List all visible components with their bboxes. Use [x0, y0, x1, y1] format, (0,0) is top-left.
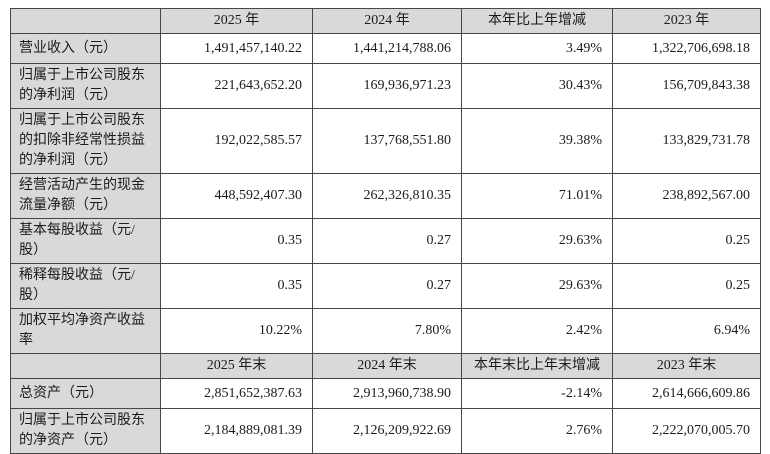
cell-value: 1,441,214,788.06	[312, 33, 462, 64]
cell-value: 156,709,843.38	[612, 63, 761, 109]
cell-value: 2.42%	[461, 308, 613, 354]
cell-value: 2,222,070,005.70	[612, 408, 761, 454]
cell-value: 39.38%	[461, 108, 613, 174]
cell-value: 169,936,971.23	[312, 63, 462, 109]
table-row-net-profit-excl-nonrecurring: 归属于上市公司股东的扣除非经常性损益的净利润（元） 192,022,585.57…	[10, 108, 761, 174]
corner-cell	[10, 8, 161, 34]
cell-value: 30.43%	[461, 63, 613, 109]
cell-value: 2,126,209,922.69	[312, 408, 462, 454]
header-year-end-change: 本年末比上年末增减	[461, 353, 613, 379]
cell-value: 448,592,407.30	[160, 173, 313, 219]
cell-value: 2,614,666,609.86	[612, 378, 761, 409]
table-row-basic-eps: 基本每股收益（元/股） 0.35 0.27 29.63% 0.25	[10, 218, 761, 264]
row-label: 稀释每股收益（元/股）	[10, 263, 161, 309]
cell-value: 133,829,731.78	[612, 108, 761, 174]
cell-value: 71.01%	[461, 173, 613, 219]
header-year-2025: 2025 年	[160, 8, 313, 34]
cell-value: 0.25	[612, 263, 761, 309]
cell-value: 238,892,567.00	[612, 173, 761, 219]
row-label: 总资产（元）	[10, 378, 161, 409]
cell-value: -2.14%	[461, 378, 613, 409]
cell-value: 262,326,810.35	[312, 173, 462, 219]
cell-value: 7.80%	[312, 308, 462, 354]
annual-header-row: 2025 年 2024 年 本年比上年增减 2023 年	[10, 8, 761, 34]
cell-value: 2,184,889,081.39	[160, 408, 313, 454]
cell-value: 221,643,652.20	[160, 63, 313, 109]
header-year-end-2025: 2025 年末	[160, 353, 313, 379]
header-year-2023: 2023 年	[612, 8, 761, 34]
row-label: 归属于上市公司股东的净利润（元）	[10, 63, 161, 109]
header-year-end-2023: 2023 年末	[612, 353, 761, 379]
table-row-weighted-avg-roe: 加权平均净资产收益率 10.22% 7.80% 2.42% 6.94%	[10, 308, 761, 354]
cell-value: 0.27	[312, 263, 462, 309]
cell-value: 1,491,457,140.22	[160, 33, 313, 64]
table-row-diluted-eps: 稀释每股收益（元/股） 0.35 0.27 29.63% 0.25	[10, 263, 761, 309]
cell-value: 6.94%	[612, 308, 761, 354]
cell-value: 2,913,960,738.90	[312, 378, 462, 409]
cell-value: 192,022,585.57	[160, 108, 313, 174]
row-label: 加权平均净资产收益率	[10, 308, 161, 354]
cell-value: 2,851,652,387.63	[160, 378, 313, 409]
table-row-net-profit: 归属于上市公司股东的净利润（元） 221,643,652.20 169,936,…	[10, 63, 761, 109]
cell-value: 1,322,706,698.18	[612, 33, 761, 64]
row-label: 基本每股收益（元/股）	[10, 218, 161, 264]
financial-summary-section: 2025 年 2024 年 本年比上年增减 2023 年 营业收入（元） 1,4…	[10, 8, 761, 454]
corner-cell	[10, 353, 161, 379]
cell-value: 137,768,551.80	[312, 108, 462, 174]
cell-value: 10.22%	[160, 308, 313, 354]
year-end-header-row: 2025 年末 2024 年末 本年末比上年末增减 2023 年末	[10, 353, 761, 379]
cell-value: 0.35	[160, 218, 313, 264]
cell-value: 0.25	[612, 218, 761, 264]
row-label: 营业收入（元）	[10, 33, 161, 64]
cell-value: 29.63%	[461, 218, 613, 264]
cell-value: 0.27	[312, 218, 462, 264]
cell-value: 29.63%	[461, 263, 613, 309]
row-label: 归属于上市公司股东的扣除非经常性损益的净利润（元）	[10, 108, 161, 174]
table-row-net-assets: 归属于上市公司股东的净资产（元） 2,184,889,081.39 2,126,…	[10, 408, 761, 454]
table-row-total-assets: 总资产（元） 2,851,652,387.63 2,913,960,738.90…	[10, 378, 761, 409]
row-label: 归属于上市公司股东的净资产（元）	[10, 408, 161, 454]
financial-summary-table: 2025 年 2024 年 本年比上年增减 2023 年 营业收入（元） 1,4…	[10, 8, 761, 454]
cell-value: 3.49%	[461, 33, 613, 64]
header-year-2024: 2024 年	[312, 8, 462, 34]
table-row-operating-cash-flow: 经营活动产生的现金流量净额（元） 448,592,407.30 262,326,…	[10, 173, 761, 219]
cell-value: 0.35	[160, 263, 313, 309]
cell-value: 2.76%	[461, 408, 613, 454]
table-row-revenue: 营业收入（元） 1,491,457,140.22 1,441,214,788.0…	[10, 33, 761, 64]
row-label: 经营活动产生的现金流量净额（元）	[10, 173, 161, 219]
header-year-end-2024: 2024 年末	[312, 353, 462, 379]
header-yoy-change: 本年比上年增减	[461, 8, 613, 34]
